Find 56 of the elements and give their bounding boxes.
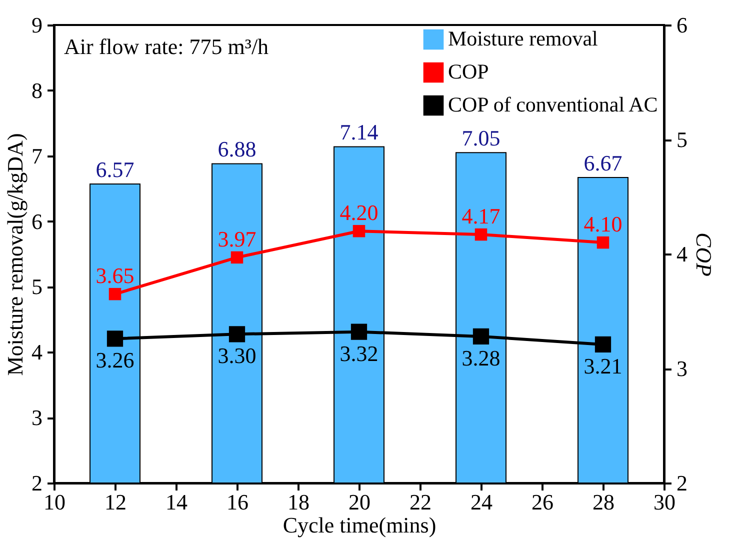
point	[108, 288, 122, 300]
x-tick-label: 30	[654, 490, 676, 514]
x-tick-label: 12	[104, 490, 126, 514]
y-tick-label: 5	[32, 274, 42, 300]
y-tick-label: 2	[32, 470, 42, 496]
data-label: 3.65	[96, 263, 134, 288]
point	[596, 236, 610, 249]
data-label: 6.67	[584, 150, 622, 176]
y-axis-title: Moisture removal(g/kgDA)	[2, 133, 28, 376]
y-tick-label: 9	[32, 12, 42, 38]
y-tick-label: 7	[32, 143, 42, 168]
data-label: 3.97	[218, 226, 256, 252]
y-tick-label: 3	[32, 405, 42, 430]
x-tick-label: 16	[226, 490, 248, 514]
x-tick-label: 26	[532, 490, 554, 514]
y2-tick-label: 2	[676, 470, 688, 496]
x-axis-title: Cycle time(mins)	[282, 512, 436, 538]
data-label: 3.21	[584, 353, 622, 378]
legend-label: Moisture removal	[448, 26, 598, 50]
data-label: 3.32	[340, 340, 378, 366]
data-label: 6.88	[218, 136, 256, 162]
y2-axis-title: COP	[692, 232, 716, 276]
y2-tick-label: 3	[676, 356, 688, 381]
x-tick-label: 22	[410, 490, 432, 514]
point	[350, 324, 368, 340]
data-label: 4.20	[340, 200, 378, 226]
x-tick-label: 10	[44, 490, 66, 514]
point	[106, 330, 124, 347]
point	[230, 251, 244, 264]
annotation: Air flow rate: 775 m³/h	[64, 34, 269, 59]
x-tick-label: 28	[592, 490, 614, 514]
x-tick-label: 20	[348, 490, 370, 514]
y-tick-label: 6	[32, 208, 42, 234]
legend-label: COP	[448, 60, 489, 84]
point	[228, 326, 246, 342]
x-tick-label: 18	[288, 490, 310, 514]
legend-label: COP of conventional AC	[448, 92, 658, 116]
data-label: 7.05	[462, 126, 500, 151]
data-label: 6.57	[96, 156, 134, 182]
point	[474, 228, 488, 241]
data-label: 3.26	[96, 348, 134, 373]
point	[352, 224, 366, 238]
point	[594, 336, 612, 353]
y-tick-label: 4	[32, 340, 42, 365]
data-label: 4.10	[584, 212, 622, 237]
data-label: 7.14	[340, 120, 378, 145]
x-tick-label: 24	[470, 490, 492, 514]
y2-tick-label: 4	[676, 242, 688, 266]
data-label: 3.28	[462, 345, 500, 370]
point	[472, 328, 490, 345]
data-label: 4.17	[462, 204, 500, 229]
y-tick-label: 8	[32, 78, 42, 103]
y2-tick-label: 6	[676, 12, 688, 38]
y2-tick-label: 5	[676, 127, 688, 152]
data-label: 3.30	[218, 343, 256, 368]
x-tick-label: 14	[166, 490, 188, 514]
